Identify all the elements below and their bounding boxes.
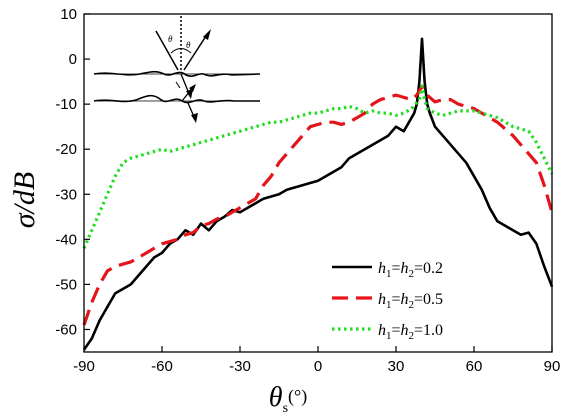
legend-label-2: h1=h2=0.5	[378, 291, 443, 311]
inset-reflected-ray	[183, 32, 209, 71]
x-tick-label: 60	[466, 358, 483, 375]
inset-incident-ray	[155, 30, 179, 71]
ticks-layer: -90 -60 -30 0 30 60 90 10 0 -10 -20 -30 -40 -50 -60	[55, 6, 560, 375]
y-tick-label: -10	[55, 96, 77, 113]
inset-angle-arc	[170, 48, 192, 54]
x-axis-subscript: s	[283, 401, 288, 416]
series-line-3	[82, 84, 554, 249]
y-axis-label: σ/dB	[8, 172, 41, 228]
y-tick-label: -30	[55, 186, 77, 203]
y-tick-label: -40	[55, 231, 77, 248]
y-tick-label: -50	[55, 276, 77, 293]
legend: h1=h2=0.2 h1=h2=0.5 h1=h2=1.0	[332, 260, 443, 342]
series-line-1	[82, 37, 554, 351]
inset-lower-rough-surface	[93, 94, 260, 104]
x-tick-label: 0	[314, 358, 322, 375]
x-tick-label: -90	[73, 358, 95, 375]
x-axis-label: θs(°)	[269, 382, 307, 416]
plot-frame	[83, 13, 553, 353]
inset-angle-mark-right: θ	[186, 40, 191, 50]
inset-angle-mark-left: θ	[168, 34, 173, 44]
inset-transmitted-arrowhead	[186, 89, 193, 99]
inset-small-ray	[175, 81, 181, 89]
legend-label-3: h1=h2=1.0	[378, 322, 443, 342]
y-tick-label: 10	[60, 6, 77, 23]
inset-reflected-arrowhead-2	[189, 84, 196, 92]
geometry-inset-diagram: θ θ	[93, 16, 261, 123]
x-axis-symbol: θ	[269, 382, 283, 413]
x-tick-label: -30	[229, 358, 251, 375]
x-tick-label: 30	[388, 358, 405, 375]
series-line-2	[82, 84, 554, 326]
x-axis-unit: (°)	[288, 386, 307, 407]
y-tick-label: -60	[55, 321, 77, 338]
inset-reflected-arrowhead	[203, 29, 211, 40]
y-tick-label: 0	[69, 51, 77, 68]
x-tick-label: 90	[544, 358, 561, 375]
y-tick-label: -20	[55, 141, 77, 158]
legend-label-1: h1=h2=0.2	[378, 260, 443, 280]
x-tick-label: -60	[151, 358, 173, 375]
series-layer	[82, 37, 554, 351]
inset-deep-arrowhead	[191, 113, 198, 123]
